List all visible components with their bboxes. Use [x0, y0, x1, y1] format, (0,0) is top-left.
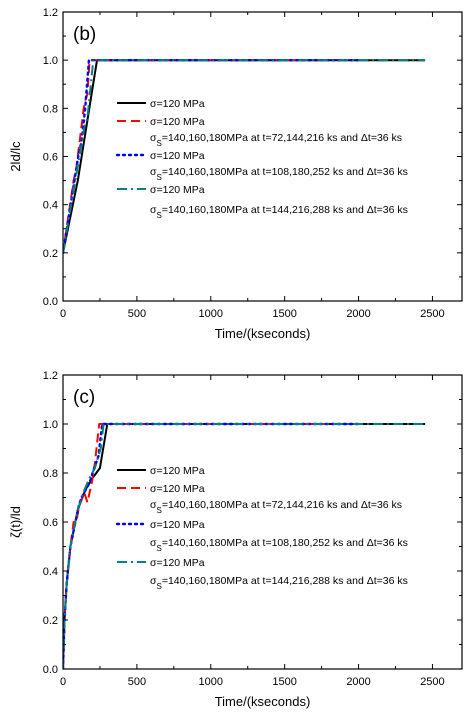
- y-tick-label: 0.8: [43, 103, 58, 115]
- panel-c: 0 500 1000 1500 2000 2500 0.0 0.2 0.4 0.6 0.8 1.0 1.…: [8, 370, 463, 709]
- y-axis-title: 2ld/lc: [8, 141, 23, 172]
- x-tick-label: 2500: [420, 308, 444, 320]
- x-tick-label: 500: [128, 308, 146, 320]
- legend-entry-1-line-1: σ=120 MPa: [150, 465, 205, 477]
- legend-entry-3-line-1: σ=120 MPa: [150, 519, 205, 531]
- panel-label: (c): [73, 387, 95, 408]
- x-tick-label: 1500: [272, 308, 296, 320]
- legend-entry-4-line-1: σ=120 MPa: [150, 557, 205, 569]
- y-tick-label: 1.0: [43, 419, 58, 431]
- y-tick-label: 1.2: [43, 370, 58, 382]
- legend-entry-3-line-2: σS=140,160,180MPa at t=108,180,252 ks an…: [150, 166, 408, 182]
- y-tick-label: 0.0: [43, 296, 58, 308]
- y-tick-label: 0.2: [43, 248, 58, 260]
- legend-entry-2-line-2: σS=140,160,180MPa at t=72,144,216 ks and…: [150, 499, 402, 515]
- y-tick-label: 1.2: [43, 7, 58, 19]
- y-tick-label: 0.0: [43, 664, 58, 676]
- y-tick-label: 0.6: [43, 152, 58, 164]
- legend-entry-3-line-1: σ=120 MPa: [150, 150, 205, 162]
- series-line-4: [63, 423, 426, 669]
- panel-b: 0 500 1000 1500 2000 2500 0.0 0.2 0.4 0.6 0.8 1.0 1.…: [8, 7, 463, 341]
- x-tick-label: 1000: [199, 308, 223, 320]
- x-tick-label: 2000: [346, 308, 370, 320]
- legend-entry-4-line-2: σS=140,160,180MPa at t=144,216,288 ks an…: [150, 204, 408, 220]
- legend-entry-1-line-1: σ=120 MPa: [150, 98, 205, 110]
- x-tick-label: 2000: [346, 676, 370, 688]
- y-tick-label: 0.2: [43, 615, 58, 627]
- y-tick-label: 0.6: [43, 517, 58, 529]
- legend-entry-4-line-2: σS=140,160,180MPa at t=144,216,288 ks an…: [150, 575, 408, 591]
- y-tick-label: 0.8: [43, 468, 58, 480]
- legend-entry-4-line-1: σ=120 MPa: [150, 184, 205, 196]
- y-axis-title: ζ(t)/ld: [8, 506, 23, 538]
- legend-entry-2-line-1: σ=120 MPa: [150, 483, 205, 495]
- panel-label: (b): [73, 24, 96, 45]
- legend-entry-3-line-2: σS=140,160,180MPa at t=108,180,252 ks an…: [150, 537, 408, 553]
- x-tick-label: 2500: [420, 676, 444, 688]
- x-tick-label: 1500: [272, 676, 296, 688]
- x-axis-title: Time/(kseconds): [215, 694, 311, 709]
- y-tick-label: 0.4: [43, 566, 58, 578]
- x-tick-label: 500: [128, 676, 146, 688]
- y-tick-label: 0.4: [43, 200, 58, 212]
- series-line-4: [63, 59, 426, 253]
- x-tick-label: 0: [60, 676, 66, 688]
- legend-entry-2-line-2: σS=140,160,180MPa at t=72,144,216 ks and…: [150, 132, 402, 148]
- legend-entry-2-line-1: σ=120 MPa: [150, 116, 205, 128]
- y-tick-label: 1.0: [43, 55, 58, 67]
- x-tick-label: 0: [60, 308, 66, 320]
- x-axis-title: Time/(kseconds): [215, 326, 311, 341]
- x-tick-label: 1000: [199, 676, 223, 688]
